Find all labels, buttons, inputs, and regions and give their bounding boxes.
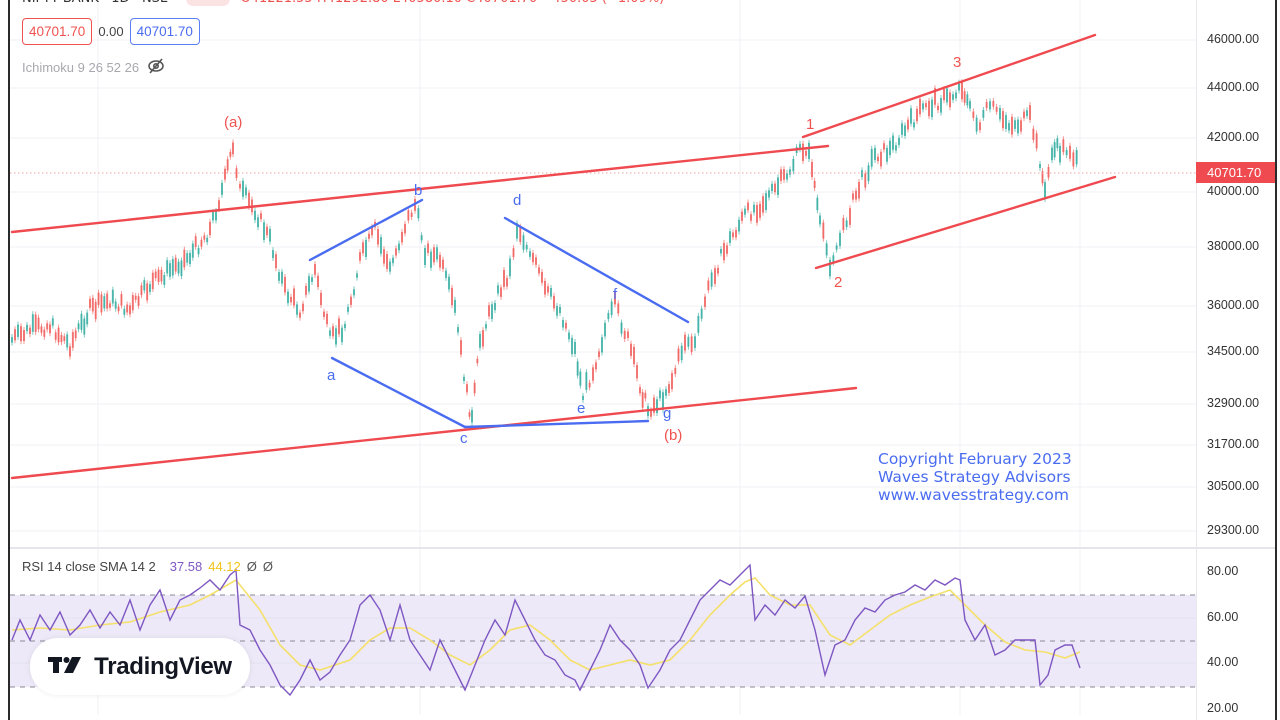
trade-price-boxes: 40701.70 0.00 40701.70 — [22, 18, 200, 45]
rsi-axis-tick: 40.00 — [1207, 655, 1239, 669]
rsi-na-value-1: Ø — [246, 559, 257, 574]
wave-label-red[interactable]: 1 — [806, 116, 815, 133]
wave-label-blue[interactable]: e — [577, 400, 586, 417]
rsi-label: RSI 14 close SMA 14 2 — [22, 559, 156, 574]
copyright-watermark: Copyright February 2023 Waves Strategy A… — [878, 450, 1072, 504]
price-axis-tick: 32900.00 — [1207, 396, 1260, 410]
price-axis-divider — [1196, 0, 1197, 720]
ohlc-values: O41221.55 H41292.80 L40580.10 C40701.70 … — [240, 0, 664, 6]
price-axis-tick: 40000.00 — [1207, 184, 1260, 198]
rsi-sma-value: 44.12 — [208, 559, 241, 574]
wave-label-red[interactable]: 2 — [834, 274, 843, 291]
pane-divider[interactable] — [10, 547, 1275, 549]
price-axis-tick: 29300.00 — [1207, 523, 1260, 537]
sell-price-button[interactable]: 40701.70 — [22, 18, 93, 45]
last-price-label: 40701.70 — [1196, 162, 1275, 183]
price-axis-tick: 30500.00 — [1207, 479, 1260, 493]
ichimoku-label: Ichimoku 9 26 52 26 — [22, 60, 140, 75]
wave-label-blue[interactable]: d — [513, 192, 522, 209]
price-axis-tick: 44000.00 — [1207, 80, 1260, 94]
price-axis-tick: 46000.00 — [1207, 32, 1260, 46]
wave-label-blue[interactable]: b — [414, 182, 423, 199]
rsi-axis-tick: 80.00 — [1207, 564, 1239, 578]
symbol-header: NIFTY BANK · 1D · NSE O41221.55 H41292.8… — [22, 0, 664, 6]
copyright-line-3: www.wavesstrategy.com — [878, 486, 1069, 504]
wave-label-red[interactable]: (a) — [224, 114, 243, 131]
tradingview-logo-text: TradingView — [94, 652, 232, 680]
wave-label-blue[interactable]: a — [327, 367, 336, 384]
tradingview-logo-icon — [48, 655, 86, 679]
copyright-line-2: Waves Strategy Advisors — [878, 468, 1071, 486]
wave-label-blue[interactable]: g — [663, 405, 672, 422]
price-axis-tick: 36000.00 — [1207, 298, 1260, 312]
spread-value: 0.00 — [98, 24, 124, 39]
left-frame-border — [8, 0, 10, 720]
buy-price-button[interactable]: 40701.70 — [129, 18, 200, 45]
price-axis-tick: 38000.00 — [1207, 239, 1260, 253]
symbol-title[interactable]: NIFTY BANK · 1D · NSE — [22, 0, 168, 6]
wave-label-blue[interactable]: f — [613, 286, 618, 303]
price-axis-tick: 31700.00 — [1207, 437, 1260, 451]
price-candles — [11, 79, 1078, 426]
tradingview-logo-badge[interactable]: TradingView — [30, 638, 250, 695]
wave-label-red[interactable]: 3 — [953, 54, 962, 71]
rsi-axis-tick: 20.00 — [1207, 701, 1239, 715]
rsi-axis-tick: 60.00 — [1207, 610, 1239, 624]
ichimoku-legend[interactable]: Ichimoku 9 26 52 26 — [22, 58, 165, 77]
price-axis-tick: 34500.00 — [1207, 344, 1260, 358]
wave-label-blue[interactable]: c — [460, 430, 468, 447]
rsi-value: 37.58 — [169, 559, 203, 574]
eye-off-icon[interactable] — [147, 58, 165, 77]
wave-label-red[interactable]: (b) — [664, 427, 683, 444]
right-frame-border — [1275, 0, 1277, 720]
trendlines — [10, 33, 1117, 480]
copyright-line-1: Copyright February 2023 — [878, 450, 1072, 468]
price-axis-tick: 42000.00 — [1207, 130, 1260, 144]
rsi-legend[interactable]: RSI 14 close SMA 14 2 37.58 44.12 Ø Ø — [22, 559, 273, 574]
rsi-na-value-2: Ø — [262, 559, 274, 574]
market-status-pill — [186, 0, 231, 6]
